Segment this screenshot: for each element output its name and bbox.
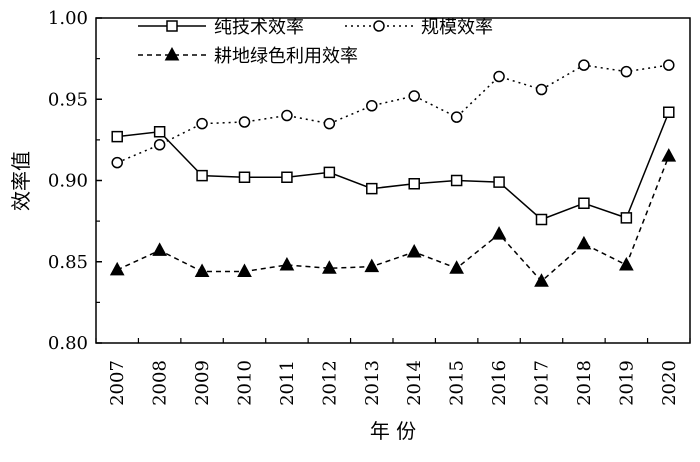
data-point-square — [535, 213, 548, 226]
legend-item: 规模效率 — [345, 17, 493, 38]
series-2 — [111, 59, 675, 169]
data-point-circle — [323, 117, 336, 130]
data-point-circle — [366, 100, 378, 112]
y-tick-label: 0.85 — [48, 252, 88, 273]
x-tick-label: 2007 — [107, 360, 128, 406]
x-tick-label: 2010 — [235, 360, 256, 406]
x-tick-label: 2012 — [319, 360, 340, 406]
data-point-square — [153, 126, 166, 138]
data-point-circle — [373, 20, 385, 32]
data-point-circle — [281, 109, 293, 122]
x-tick-label: 2013 — [362, 360, 383, 406]
data-point-square — [196, 169, 208, 182]
data-point-triangle — [534, 273, 549, 287]
series-line — [117, 111, 670, 221]
data-point-circle — [111, 156, 123, 169]
series-1 — [111, 106, 675, 226]
y-tick-label: 0.80 — [48, 333, 88, 354]
data-point-triangle — [237, 263, 252, 277]
x-tick-label: 2008 — [150, 360, 171, 406]
y-tick-label: 1.00 — [48, 8, 88, 29]
data-point-triangle — [164, 46, 180, 61]
data-point-circle — [578, 59, 590, 71]
legend-item: 纯技术效率 — [138, 17, 304, 38]
legend-label: 规模效率 — [421, 17, 493, 38]
series-layer — [109, 59, 677, 287]
data-point-square — [323, 166, 336, 179]
data-point-triangle — [279, 256, 295, 271]
data-point-square — [166, 20, 178, 32]
data-point-circle — [196, 117, 208, 130]
data-point-triangle — [406, 243, 422, 258]
data-point-triangle — [619, 256, 634, 271]
x-tick-label: 2014 — [404, 360, 425, 406]
legend-item: 耕地绿色利用效率 — [138, 46, 358, 67]
data-point-circle — [238, 116, 251, 128]
plot-frame — [95, 17, 691, 344]
data-point-triangle — [576, 235, 592, 250]
y-axis-title: 效率值 — [9, 151, 33, 211]
data-point-circle — [620, 65, 633, 78]
y-tick-label: 0.90 — [48, 171, 88, 192]
data-point-circle — [408, 90, 420, 102]
data-point-triangle — [322, 260, 337, 274]
data-point-circle — [663, 59, 675, 71]
data-point-square — [450, 174, 463, 187]
data-point-triangle — [364, 258, 380, 273]
data-point-circle — [493, 70, 505, 83]
data-point-square — [493, 176, 505, 188]
axes: 0.80 0.85 0.90 0.95 1.00 2007 2008 2009 2010 2011… — [48, 8, 691, 406]
legend-label: 纯技术效率 — [214, 17, 304, 38]
data-point-square — [238, 171, 251, 183]
data-point-circle — [450, 111, 463, 123]
data-point-triangle — [109, 261, 125, 276]
data-point-triangle — [661, 148, 677, 162]
x-tick-label: 2016 — [489, 360, 510, 406]
x-tick-label: 2018 — [574, 360, 595, 406]
series-3 — [109, 148, 677, 287]
x-tick-label: 2009 — [192, 360, 213, 406]
x-tick-label: 2015 — [447, 360, 468, 406]
x-tick-label: 2019 — [616, 360, 637, 406]
x-tick-label: 2020 — [659, 360, 680, 406]
x-axis-title: 年 份 — [370, 419, 416, 443]
data-point-square — [578, 197, 590, 209]
data-point-square — [111, 130, 123, 143]
legend-label: 耕地绿色利用效率 — [214, 46, 358, 67]
series-line — [116, 64, 669, 164]
data-point-circle — [153, 139, 166, 151]
data-point-triangle — [152, 242, 167, 256]
series-line — [116, 155, 670, 283]
data-point-square — [281, 171, 293, 183]
data-point-square — [663, 106, 675, 118]
data-point-square — [620, 212, 633, 224]
data-point-triangle — [449, 260, 464, 274]
x-tick-label: 2011 — [277, 360, 298, 406]
data-point-circle — [535, 83, 548, 96]
x-tick-label: 2017 — [532, 360, 553, 406]
data-point-triangle — [491, 226, 507, 240]
data-point-square — [408, 178, 420, 190]
data-point-square — [366, 182, 378, 195]
data-point-triangle — [194, 263, 210, 277]
y-tick-label: 0.95 — [48, 89, 88, 110]
